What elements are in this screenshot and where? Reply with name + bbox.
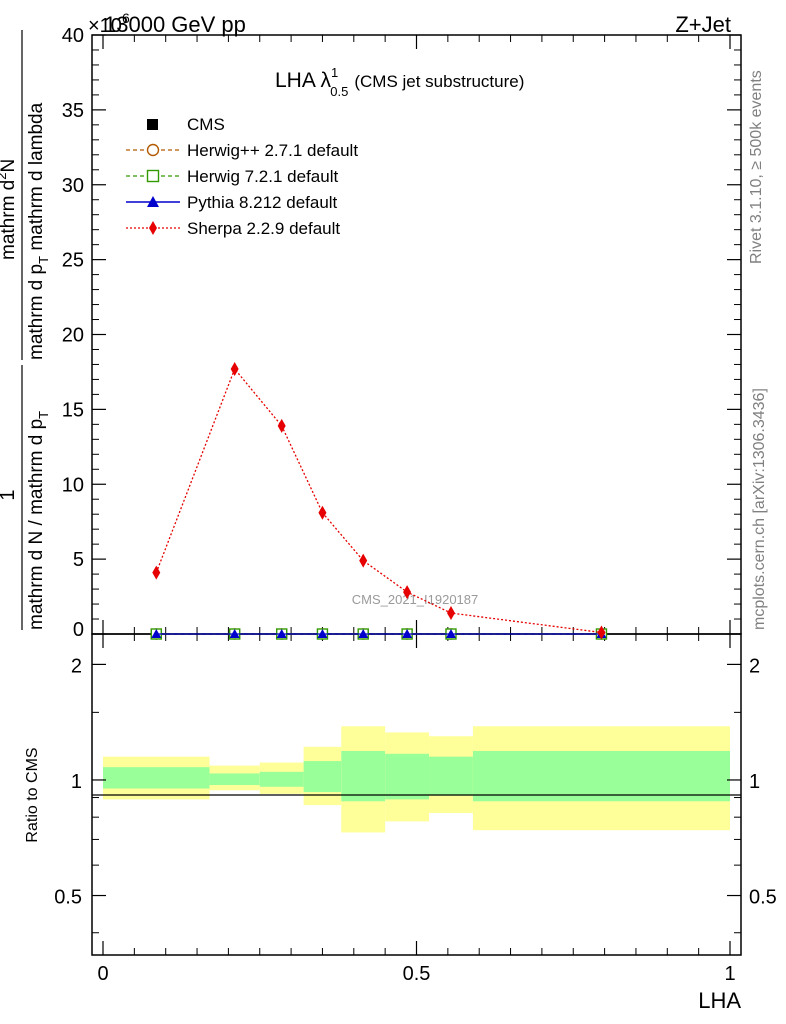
analysis-watermark: CMS_2021_I1920187 bbox=[352, 592, 479, 607]
svg-text:mathrm d pT mathrm d lambda: mathrm d pT mathrm d lambda bbox=[26, 102, 51, 360]
ratio-tick-label-left: 1 bbox=[71, 771, 82, 793]
svg-text:mathrm d2N: mathrm d2N bbox=[0, 159, 19, 260]
main-tick-label: 15 bbox=[62, 399, 84, 421]
point-sherpa-2-2-9-default-1 bbox=[230, 361, 239, 376]
svg-text:Sherpa 2.2.9 default: Sherpa 2.2.9 default bbox=[187, 219, 340, 238]
main-tick-label: 10 bbox=[62, 474, 84, 496]
point-pythia-8-212-default-5 bbox=[402, 629, 413, 638]
legend-entry-herwig7: Herwig 7.2.1 default bbox=[126, 167, 338, 186]
legend-entry-herwigpp: Herwig++ 2.7.1 default bbox=[126, 141, 358, 160]
svg-text:mathrm d N / mathrm d pT: mathrm d N / mathrm d pT bbox=[26, 411, 51, 630]
svg-text:Herwig++ 2.7.1 default: Herwig++ 2.7.1 default bbox=[187, 141, 358, 160]
mcplots-label: mcplots.cern.ch [arXiv:1306.3436] bbox=[751, 388, 768, 630]
ratio-tick-label-right: 1 bbox=[749, 771, 760, 793]
point-sherpa-2-2-9-default-4 bbox=[359, 553, 368, 568]
legend: CMS Herwig++ 2.7.1 default Herwig 7.2.1 … bbox=[126, 115, 358, 238]
series-line-sherpa-2-2-9-default bbox=[155, 367, 602, 634]
point-sherpa-2-2-9-default-6 bbox=[446, 606, 455, 621]
point-pythia-8-212-default-2 bbox=[276, 629, 287, 638]
plot-title: LHA λ1 0.5(CMS jet substructure) bbox=[275, 65, 524, 99]
point-sherpa-2-2-9-default-3 bbox=[318, 505, 327, 520]
main-tick-label: 35 bbox=[62, 100, 84, 122]
main-tick-label: 30 bbox=[62, 175, 84, 197]
x-tick-label: 0.5 bbox=[403, 963, 431, 985]
ratio-tick-label-left: 0.5 bbox=[54, 887, 82, 909]
ratio-tick-label-right: 2 bbox=[749, 655, 760, 677]
ratio-inner-band-4 bbox=[341, 750, 386, 802]
ratio-inner-band-3 bbox=[303, 761, 342, 793]
ratio-y-ticks: 0.5 0.5 1 1 2 2 bbox=[54, 655, 777, 934]
y-exponent: ×106 bbox=[88, 10, 130, 37]
rivet-label: Rivet 3.1.10, ≥ 500k events bbox=[748, 70, 765, 264]
main-y-label: 1 mathrm d N / mathrm d pT mathrm d2N ma… bbox=[0, 30, 51, 630]
point-sherpa-2-2-9-default-0 bbox=[152, 565, 161, 580]
x-tick-label: 0 bbox=[97, 963, 108, 985]
ratio-tick-label-left: 2 bbox=[71, 655, 82, 677]
main-tick-label: 0 bbox=[73, 619, 84, 641]
legend-entry-cms: CMS bbox=[147, 115, 225, 134]
x-ticks: 0 0.5 1 bbox=[97, 35, 736, 985]
svg-text:CMS: CMS bbox=[187, 115, 225, 134]
ratio-inner-band-5 bbox=[385, 753, 430, 800]
point-pythia-8-212-default-3 bbox=[317, 629, 328, 638]
ratio-inner-band-2 bbox=[259, 771, 304, 787]
x-axis-label: LHA bbox=[698, 988, 741, 1013]
svg-text:1: 1 bbox=[0, 489, 19, 500]
point-sherpa-2-2-9-default-2 bbox=[277, 418, 286, 433]
svg-text:Herwig 7.2.1 default: Herwig 7.2.1 default bbox=[187, 167, 338, 186]
point-sherpa-2-2-9-default-7 bbox=[597, 625, 606, 640]
ratio-tick-label-right: 0.5 bbox=[749, 887, 777, 909]
main-tick-label: 5 bbox=[73, 549, 84, 571]
svg-text:Pythia 8.212 default: Pythia 8.212 default bbox=[187, 193, 338, 212]
series-layer bbox=[150, 361, 608, 640]
point-pythia-8-212-default-4 bbox=[358, 629, 369, 638]
ratio-inner-band-7 bbox=[472, 750, 730, 802]
ratio-inner-band-6 bbox=[429, 756, 473, 796]
main-tick-label: 20 bbox=[62, 325, 84, 347]
energy-label: 13000 GeV pp bbox=[104, 12, 246, 37]
x-tick-label: 1 bbox=[724, 963, 735, 985]
ratio-bands bbox=[103, 726, 730, 833]
legend-entry-sherpa: Sherpa 2.2.9 default bbox=[126, 219, 340, 238]
ratio-y-label: Ratio to CMS bbox=[24, 747, 41, 842]
point-pythia-8-212-default-0 bbox=[151, 629, 162, 638]
point-sherpa-2-2-9-default-5 bbox=[403, 585, 412, 600]
main-tick-label: 25 bbox=[62, 250, 84, 272]
point-pythia-8-212-default-6 bbox=[445, 629, 456, 638]
legend-entry-pythia: Pythia 8.212 default bbox=[126, 193, 338, 212]
ratio-inner-band-1 bbox=[209, 773, 260, 786]
main-tick-label: 40 bbox=[62, 25, 84, 47]
process-label: Z+Jet bbox=[675, 12, 731, 37]
ratio-inner-band-0 bbox=[103, 767, 210, 789]
main-y-ticks: 0 5 10 15 20 25 30 35 40 bbox=[62, 25, 741, 641]
point-pythia-8-212-default-1 bbox=[229, 629, 240, 638]
